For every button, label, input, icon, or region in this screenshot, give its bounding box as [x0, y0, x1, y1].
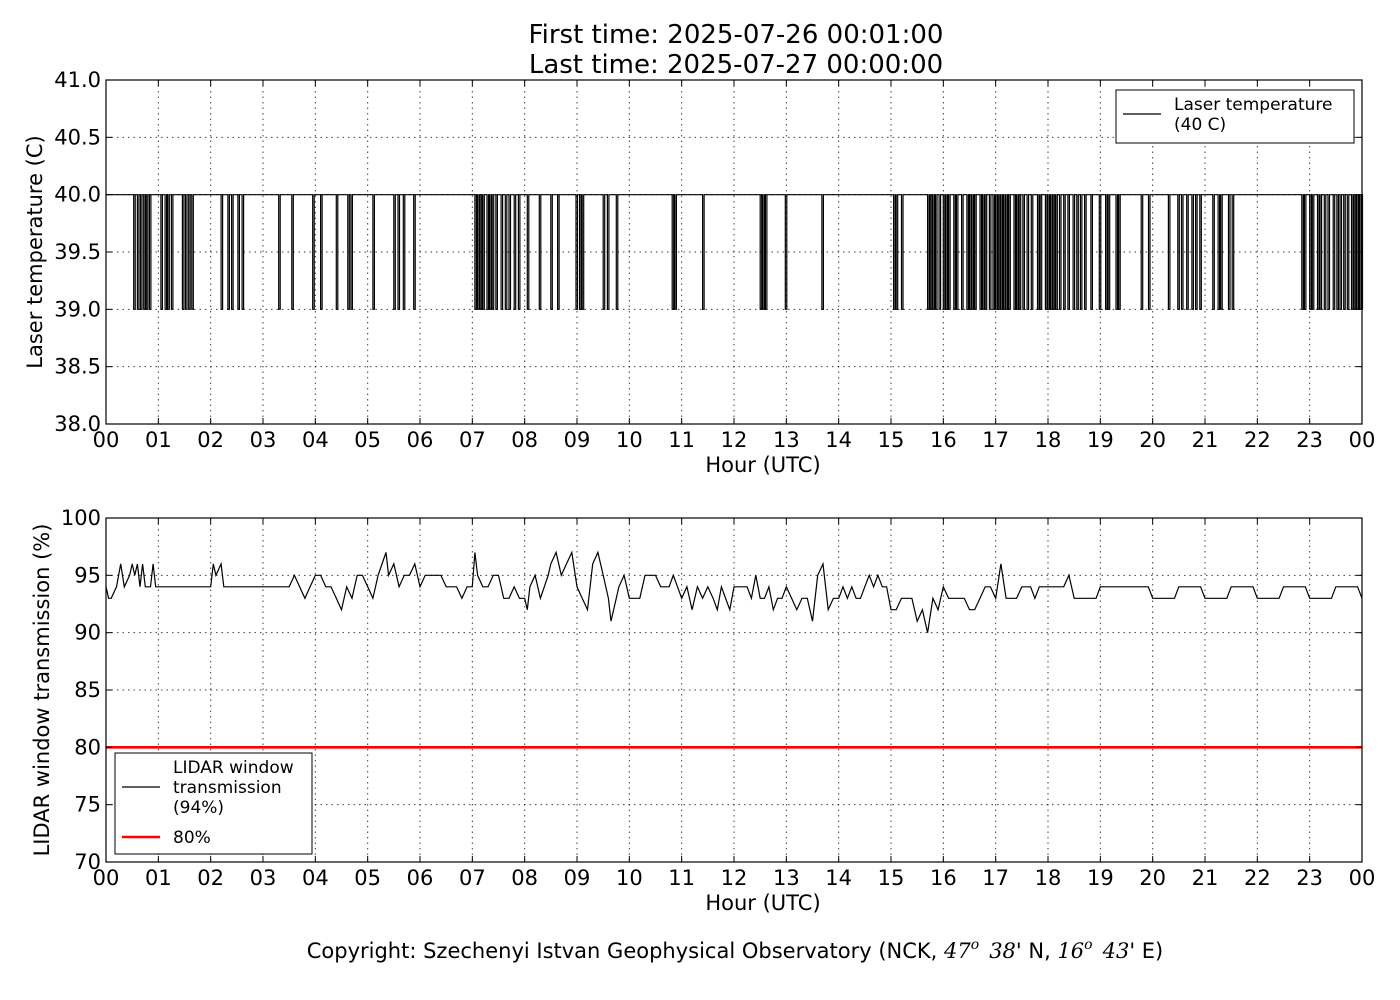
- y-tick-label: 80: [74, 735, 101, 759]
- x-tick-label: 16: [930, 428, 957, 452]
- latitude-minutes: 38: [989, 939, 1016, 963]
- x-tick-label: 17: [982, 866, 1009, 890]
- x-tick-label: 07: [459, 428, 486, 452]
- y-tick-label: 40.0: [54, 183, 101, 207]
- x-tick-label: 19: [1087, 428, 1114, 452]
- legend: LIDAR window transmission (94%) 80%: [114, 752, 313, 855]
- y-tick-label: 38.5: [54, 355, 101, 379]
- x-tick-label: 08: [511, 428, 538, 452]
- x-tick-label: 15: [878, 428, 905, 452]
- y-axis-label: Laser temperature (C): [23, 135, 47, 368]
- longitude-suffix: ' E): [1129, 939, 1163, 963]
- y-tick-label: 85: [74, 678, 101, 702]
- x-tick-label: 10: [616, 428, 643, 452]
- longitude-degrees: 16: [1057, 939, 1084, 963]
- x-tick-label: 19: [1087, 866, 1114, 890]
- x-tick-label: 05: [354, 428, 381, 452]
- copyright-text: Copyright: Szechenyi Istvan Geophysical …: [307, 937, 1164, 963]
- x-tick-label: 13: [773, 866, 800, 890]
- x-tick-label: 22: [1244, 428, 1271, 452]
- x-tick-label: 14: [825, 428, 852, 452]
- y-tick-label: 38.0: [54, 412, 101, 436]
- x-tick-label: 01: [145, 428, 172, 452]
- x-tick-label: 23: [1296, 866, 1323, 890]
- x-tick-label: 02: [197, 428, 224, 452]
- x-tick-label: 08: [511, 866, 538, 890]
- y-tick-label: 90: [74, 621, 101, 645]
- x-tick-label: 00: [1349, 428, 1376, 452]
- x-tick-label: 07: [459, 866, 486, 890]
- x-tick-label: 13: [773, 428, 800, 452]
- longitude-minutes: 43: [1102, 939, 1130, 963]
- longitude-degree-mark: o: [1084, 937, 1092, 953]
- x-tick-label: 01: [145, 866, 172, 890]
- x-tick-label: 06: [407, 866, 434, 890]
- x-tick-label: 23: [1296, 428, 1323, 452]
- y-tick-label: 100: [61, 506, 101, 530]
- x-tick-label: 04: [302, 866, 329, 890]
- x-tick-label: 22: [1244, 866, 1271, 890]
- y-tick-label: 39.5: [54, 240, 101, 264]
- y-tick-label: 95: [74, 563, 101, 587]
- x-axis-label: Hour (UTC): [705, 891, 820, 915]
- copyright-prefix: Copyright: Szechenyi Istvan Geophysical …: [307, 939, 944, 963]
- y-tick-label: 75: [74, 793, 101, 817]
- legend-box: [1115, 89, 1355, 144]
- y-tick-label: 39.0: [54, 297, 101, 321]
- x-tick-label: 12: [721, 866, 748, 890]
- title-line-2: Last time: 2025-07-27 00:00:00: [529, 50, 943, 80]
- x-tick-label: 17: [982, 428, 1009, 452]
- legend: Laser temperature (40 C): [1115, 89, 1355, 144]
- x-tick-label: 12: [721, 428, 748, 452]
- x-tick-label: 00: [93, 428, 120, 452]
- legend-label-threshold: 80%: [173, 828, 211, 848]
- y-tick-label: 70: [74, 850, 101, 874]
- x-tick-label: 21: [1192, 866, 1219, 890]
- x-tick-label: 02: [197, 866, 224, 890]
- x-tick-label: 18: [1035, 866, 1062, 890]
- x-tick-label: 21: [1192, 428, 1219, 452]
- x-tick-label: 05: [354, 866, 381, 890]
- x-tick-label: 20: [1139, 428, 1166, 452]
- lidar-transmission-panel: 00 01 02 03 04 05 06 07 08 09 10 11 12 13 14 15 16 17 18 19…: [30, 506, 1375, 915]
- lidar-transmission-line: [105, 550, 1363, 633]
- x-tick-label: 03: [250, 866, 277, 890]
- x-tick-label: 11: [668, 428, 695, 452]
- x-tick-label: 09: [564, 428, 591, 452]
- x-tick-label: 06: [407, 428, 434, 452]
- x-tick-label: 20: [1139, 866, 1166, 890]
- x-tick-label: 14: [825, 866, 852, 890]
- title-line-1: First time: 2025-07-26 00:01:00: [529, 20, 944, 50]
- legend-label-series: Laser temperature (40 C): [1174, 95, 1332, 135]
- x-tick-label: 10: [616, 866, 643, 890]
- x-tick-label: 00: [93, 866, 120, 890]
- y-tick-label: 41.0: [54, 68, 101, 92]
- x-tick-label: 16: [930, 866, 957, 890]
- laser-temperature-panel: 00 01 02 03 04 05 06 07 08 09 10 11 12 13 14 15 16 17 18 19…: [23, 68, 1375, 477]
- x-tick-label: 15: [878, 866, 905, 890]
- latitude-suffix: ' N,: [1016, 939, 1058, 963]
- x-tick-label: 04: [302, 428, 329, 452]
- x-tick-label: 00: [1349, 866, 1376, 890]
- x-tick-label: 09: [564, 866, 591, 890]
- x-tick-label: 03: [250, 428, 277, 452]
- x-axis-label: Hour (UTC): [705, 453, 820, 477]
- legend-label-series: LIDAR window transmission (94%): [173, 758, 294, 818]
- latitude-degree-mark: o: [971, 937, 979, 953]
- x-tick-label: 11: [668, 866, 695, 890]
- x-tick-label: 18: [1035, 428, 1062, 452]
- y-axis-label: LIDAR window transmission (%): [30, 524, 54, 857]
- laser-temperature-line: [106, 194, 1364, 310]
- y-tick-label: 40.5: [54, 125, 101, 149]
- latitude-degrees: 47: [943, 939, 971, 963]
